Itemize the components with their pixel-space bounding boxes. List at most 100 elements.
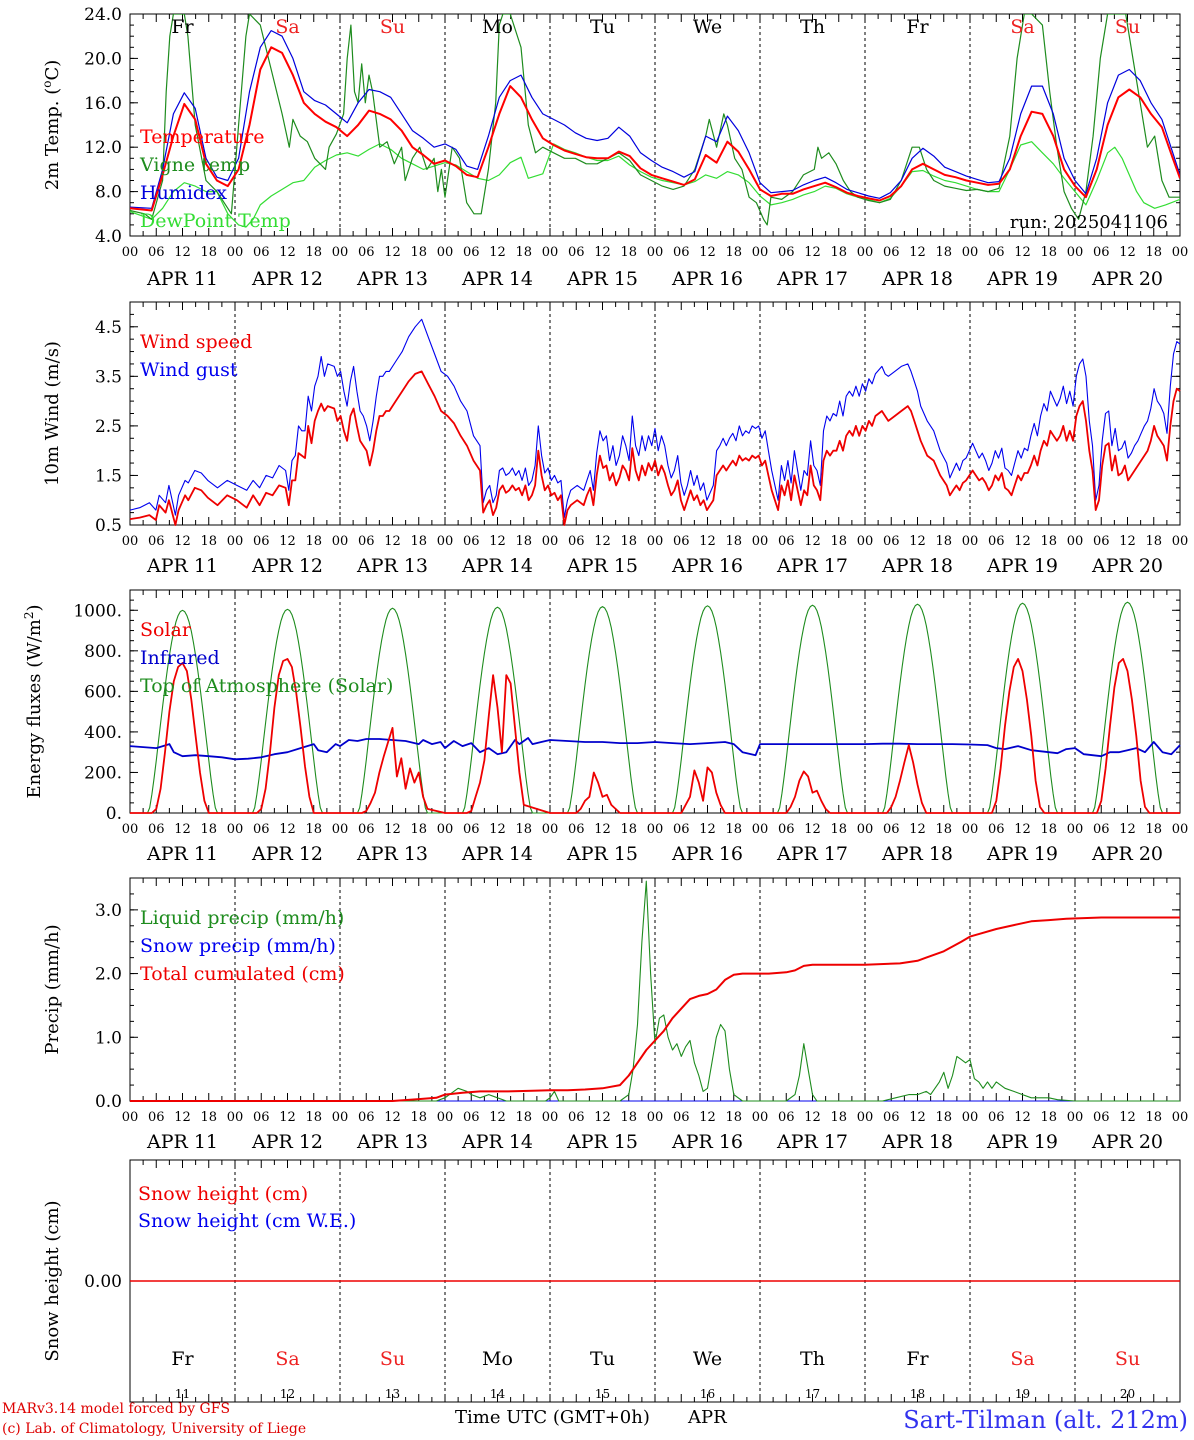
temperature-panel: 4.0 8.0 12.0 16.0 20.0 24.0 2m Temp. (oC) 00 06 1… [40, 5, 1188, 290]
precip-hour-label: 12 [489, 1110, 506, 1125]
precip-hour-label: 00 [1067, 1110, 1084, 1125]
snow-day-abbr: Fr [906, 1348, 929, 1370]
energy-hour-label: 12 [279, 822, 296, 837]
energy-hour-label: 06 [673, 822, 690, 837]
snow-day-abbr: We [693, 1348, 722, 1370]
snow-day-abbr: Sa [1010, 1348, 1034, 1370]
wind-hour-label: 06 [673, 534, 690, 549]
footer-time-label: Time UTC (GMT+0h) [455, 1407, 650, 1428]
wind-ytick-label: 1.5 [95, 466, 122, 486]
temperature-hour-label: 12 [909, 245, 926, 260]
liquid-precip-line [130, 880, 1180, 1102]
energy-hour-label: 18 [830, 822, 847, 837]
energy-hour-label: 06 [778, 822, 795, 837]
precip-hour-label: 18 [1145, 1110, 1162, 1125]
temperature-day-abbr: Tu [590, 16, 615, 38]
precip-hour-label: 12 [699, 1110, 716, 1125]
energy-hour-label: 18 [1040, 822, 1057, 837]
wind-hour-label: 06 [148, 534, 165, 549]
precip-hour-label: 12 [909, 1110, 926, 1125]
temperature-day-abbr: We [693, 16, 722, 38]
wind-hour-label: 00 [1067, 534, 1084, 549]
temperature-hour-label: 12 [1014, 245, 1031, 260]
energy-ytick-label: 1000. [73, 601, 122, 621]
snow-ylabel: Snow height (cm) [42, 1200, 63, 1361]
wind-hour-label: 00 [857, 534, 874, 549]
temperature-hour-label: 00 [437, 245, 454, 260]
precip-hour-label: 06 [673, 1110, 690, 1125]
temperature-series-temperature [130, 46, 1180, 212]
wind-hour-label: 06 [883, 534, 900, 549]
cumulated-precip-line [130, 916, 1180, 1102]
energy-hour-label: 12 [909, 822, 926, 837]
temperature-hour-label: 00 [752, 245, 769, 260]
energy-panel: 0. 200. 400. 600. 800. 1000. Energy fluxes (W/… [22, 589, 1188, 865]
wind-hour-label: 18 [410, 534, 427, 549]
energy-hour-label: 12 [489, 822, 506, 837]
precip-hour-label: 06 [778, 1110, 795, 1125]
precip-hour-label: 00 [542, 1110, 559, 1125]
temperature-hour-label: 18 [620, 245, 637, 260]
wind-hour-label: 00 [332, 534, 349, 549]
snow-day-number: 18 [910, 1387, 925, 1401]
wind-hour-label: 00 [962, 534, 979, 549]
temperature-hour-label: 18 [305, 245, 322, 260]
precip-hour-label: 12 [279, 1110, 296, 1125]
snow-day-abbr: Mo [482, 1348, 513, 1370]
snow-legend-entry: Snow height (cm W.E.) [138, 1210, 356, 1232]
temperature-hour-label: 06 [253, 245, 270, 260]
wind-hour-label: 12 [384, 534, 401, 549]
snow-day-number: 13 [385, 1387, 400, 1401]
wind-hour-label: 18 [935, 534, 952, 549]
temperature-hour-label: 00 [962, 245, 979, 260]
wind-date-label: APR 19 [986, 555, 1058, 577]
temperature-hour-label: 06 [883, 245, 900, 260]
temperature-hour-label: 00 [857, 245, 874, 260]
precip-legend-entry: Total cumulated (cm) [140, 963, 345, 985]
wind-date-label: APR 18 [881, 555, 953, 577]
energy-ytick-label: 800. [84, 642, 122, 662]
energy-date-label: APR 17 [776, 843, 848, 865]
energy-hour-label: 00 [227, 822, 244, 837]
energy-ytick-label: 600. [84, 682, 122, 702]
temperature-hour-label: 18 [1040, 245, 1057, 260]
wind-hour-label: 12 [1014, 534, 1031, 549]
temperature-date-label: APR 12 [251, 268, 323, 290]
temperature-legend-entry: Humidex [140, 182, 227, 204]
footer-credit-line1: MARv3.14 model forced by GFS [2, 1401, 230, 1417]
wind-hour-label: 00 [1172, 534, 1189, 549]
energy-date-label: APR 19 [986, 843, 1058, 865]
energy-hour-label: 12 [384, 822, 401, 837]
wind-date-label: APR 17 [776, 555, 848, 577]
temperature-hour-label: 06 [673, 245, 690, 260]
precip-hour-label: 00 [857, 1110, 874, 1125]
wind-ytick-label: 3.5 [95, 367, 122, 387]
precip-date-label: APR 17 [776, 1131, 848, 1153]
wind-date-label: APR 11 [146, 555, 218, 577]
temperature-hour-label: 12 [1119, 245, 1136, 260]
temperature-series-dewpoint [130, 141, 1180, 228]
energy-legend-entry: Top of Atmosphere (Solar) [140, 675, 393, 697]
energy-hour-label: 06 [568, 822, 585, 837]
temperature-hour-label: 00 [227, 245, 244, 260]
temperature-date-label: APR 16 [671, 268, 743, 290]
footer-credit-line2: (c) Lab. of Climatology, University of L… [2, 1421, 306, 1437]
wind-date-label: APR 13 [356, 555, 428, 577]
precip-hour-label: 00 [962, 1110, 979, 1125]
energy-hour-label: 00 [1067, 822, 1084, 837]
temperature-date-label: APR 11 [146, 268, 218, 290]
snow-day-abbr: Tu [590, 1348, 615, 1370]
wind-hour-label: 06 [568, 534, 585, 549]
snow-day-abbr: Sa [275, 1348, 299, 1370]
precip-ytick-label: 3.0 [95, 901, 122, 921]
energy-frame [129, 589, 1181, 814]
precip-date-label: APR 13 [356, 1131, 428, 1153]
wind-hour-label: 00 [122, 534, 139, 549]
energy-hour-label: 00 [962, 822, 979, 837]
temperature-hour-label: 12 [384, 245, 401, 260]
temperature-ytick-label: 8.0 [95, 183, 122, 203]
precip-date-label: APR 20 [1091, 1131, 1163, 1153]
temperature-day-abbr: Th [800, 16, 825, 38]
temperature-hour-label: 12 [699, 245, 716, 260]
wind-hour-label: 00 [227, 534, 244, 549]
